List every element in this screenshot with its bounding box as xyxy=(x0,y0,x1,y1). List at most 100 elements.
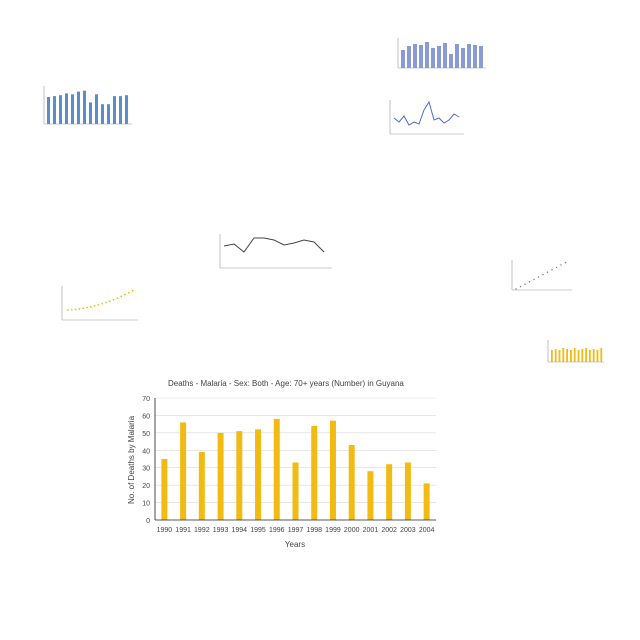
thumb-bar xyxy=(577,350,580,362)
thumb-bar xyxy=(53,96,56,124)
bar xyxy=(198,452,205,520)
bar xyxy=(273,418,280,520)
thumb-dot xyxy=(120,295,123,298)
thumb-dot xyxy=(515,288,517,290)
thumb-line-series xyxy=(393,100,460,126)
thumb-dot xyxy=(82,307,85,310)
thumb-dot xyxy=(97,303,100,306)
x-tick-label: 1999 xyxy=(325,527,341,534)
thumb-bar xyxy=(59,95,62,124)
thumb-dot xyxy=(127,291,130,294)
thumb-bar xyxy=(77,91,80,124)
thumb-dot xyxy=(546,271,549,273)
thumb-dot xyxy=(89,305,92,308)
thumb-bar xyxy=(600,348,603,362)
thumb-bar xyxy=(573,348,576,362)
thumb-bar xyxy=(407,46,411,68)
x-tick-label: 1998 xyxy=(306,527,322,534)
thumb-dot xyxy=(101,302,104,305)
thumb-dot xyxy=(519,285,522,288)
y-tick-label: 0 xyxy=(146,518,150,525)
thumb-bar xyxy=(585,348,587,362)
thumb-dot xyxy=(555,266,558,269)
x-tick-label: 2002 xyxy=(381,527,397,534)
thumb-dot xyxy=(67,309,69,311)
thumb-bar xyxy=(566,349,568,362)
thumb-dot xyxy=(78,308,81,310)
thumb-dot xyxy=(560,264,562,266)
thumb-bar xyxy=(551,350,553,362)
bar xyxy=(348,445,355,520)
x-axis-label: Years xyxy=(285,540,305,549)
thumbnail-gray-scatter-svg xyxy=(511,260,572,291)
x-tick-label: 1993 xyxy=(213,527,229,534)
thumb-dot xyxy=(564,261,567,264)
y-axis-label: No. of Deaths by Malaria xyxy=(127,415,136,504)
thumb-dot xyxy=(533,278,535,281)
thumb-bar xyxy=(119,96,122,124)
x-tick-label: 1992 xyxy=(194,527,210,534)
thumb-gray-series xyxy=(223,237,325,253)
bar xyxy=(404,462,411,520)
thumb-bar xyxy=(419,45,423,68)
thumb-bar xyxy=(71,94,74,124)
thumb-dot xyxy=(131,289,134,292)
thumbnail-bar-chart-purple xyxy=(386,24,490,90)
thumb-dot xyxy=(542,273,544,276)
thumb-dot xyxy=(551,269,553,271)
thumb-bar xyxy=(570,350,572,362)
x-tick-label: 2000 xyxy=(344,527,360,534)
bar xyxy=(386,464,393,520)
thumb-bar xyxy=(107,104,110,124)
thumb-dot xyxy=(93,305,96,307)
y-tick-label: 60 xyxy=(142,413,150,420)
y-tick-label: 40 xyxy=(142,448,150,455)
thumb-bar xyxy=(558,350,561,362)
thumb-bar xyxy=(554,349,557,362)
thumbnail-gray-svg xyxy=(219,234,332,269)
thumb-bar xyxy=(455,44,459,68)
thumb-dot xyxy=(537,276,540,278)
thumb-bar xyxy=(125,95,128,124)
thumb-bar xyxy=(596,350,599,362)
bar xyxy=(367,471,374,520)
thumbnail-blue-svg xyxy=(43,86,132,125)
thumbnail-line-chart-gray xyxy=(200,212,336,294)
thumb-bar xyxy=(425,42,429,68)
thumb-bar xyxy=(83,90,86,124)
bar xyxy=(292,462,299,520)
thumbnail-gold-svg xyxy=(547,340,604,363)
y-tick-label: 20 xyxy=(142,483,150,490)
bar xyxy=(311,425,318,520)
thumb-bar xyxy=(401,50,405,68)
thumb-bar xyxy=(413,44,417,68)
thumb-dot xyxy=(74,308,77,311)
thumb-bar xyxy=(113,96,116,124)
bar xyxy=(180,422,187,520)
thumbnail-bar-chart-blue xyxy=(28,72,136,144)
x-tick-label: 1990 xyxy=(157,527,173,534)
thumb-bar xyxy=(95,94,98,124)
thumb-bar xyxy=(449,54,453,68)
thumb-bar xyxy=(101,104,104,124)
thumb-bar xyxy=(65,93,68,124)
y-tick-label: 10 xyxy=(142,501,150,508)
thumbnail-purple-svg xyxy=(397,38,486,69)
thumb-bar xyxy=(592,349,595,362)
bar xyxy=(329,420,336,520)
thumbnail-scatter-orange xyxy=(56,282,140,328)
thumb-dot xyxy=(105,301,107,304)
thumb-dot xyxy=(86,306,88,309)
thumbnail-orange-svg xyxy=(61,286,138,321)
bar xyxy=(161,459,168,520)
thumbnail-line-svg xyxy=(389,100,464,135)
thumb-bar xyxy=(479,46,483,68)
thumbnail-bar-chart-gold xyxy=(540,334,606,374)
bar-layer xyxy=(161,418,430,520)
y-tick-label: 50 xyxy=(142,431,150,438)
x-tick-label: 1996 xyxy=(269,527,285,534)
y-tick-label: 30 xyxy=(142,466,150,473)
thumb-bar xyxy=(581,349,584,362)
bar xyxy=(217,432,224,520)
